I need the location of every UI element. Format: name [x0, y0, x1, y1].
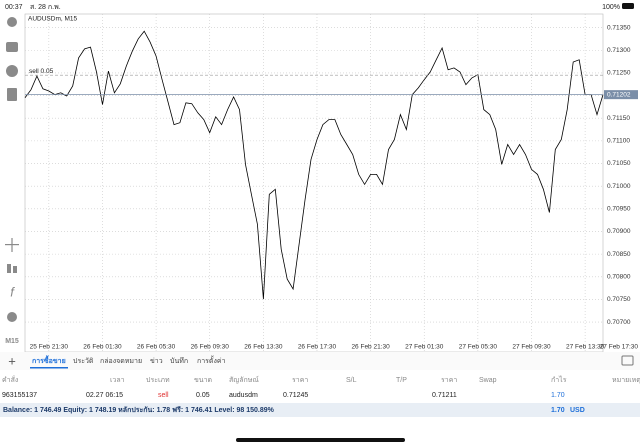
column-header: Swap	[479, 377, 497, 384]
column-header: S/L	[346, 377, 357, 384]
y-tick-label: 0.70850	[607, 251, 631, 258]
tab-underline	[30, 367, 68, 369]
positions-table: คำสั่ง เวลา ประเภท ขนาด สัญลักษณ์ ราคา S/L T/P ร…	[2, 375, 640, 399]
price-line	[24, 30, 604, 300]
tab[interactable]: บันทึก	[170, 356, 188, 365]
account-icon[interactable]	[7, 17, 17, 27]
column-header: T/P	[396, 377, 407, 384]
y-tick-label: 0.71350	[607, 24, 631, 31]
table-cell: 1.70	[551, 392, 565, 399]
column-header: สัญลักษณ์	[229, 376, 259, 384]
tab[interactable]: กล่องจดหมาย	[100, 358, 142, 365]
x-tick-label: 26 Feb 21:30	[351, 344, 390, 351]
x-tick-label: 27 Feb 09:30	[512, 344, 551, 351]
add-button[interactable]: +	[8, 353, 16, 368]
current-price-box	[604, 90, 638, 100]
indicators-icon[interactable]	[7, 264, 11, 273]
status-date: ส. 28 ก.พ.	[30, 4, 61, 11]
column-header: คำสั่ง	[2, 375, 18, 384]
battery-icon	[622, 3, 634, 9]
summary-bar	[0, 403, 640, 417]
y-tick-label: 0.70800	[607, 274, 631, 281]
table-cell: 0.71211	[432, 392, 457, 399]
tab[interactable]: การซื้อขาย	[32, 354, 66, 365]
column-header: กำไร	[551, 375, 567, 384]
y-tick-label: 0.71150	[607, 115, 630, 122]
timeframe-button[interactable]: M15	[5, 338, 19, 345]
y-tick-label: 0.71300	[607, 47, 631, 54]
y-tick-label: 0.71250	[607, 70, 631, 77]
column-header: หมายเหตุ	[612, 377, 640, 384]
x-tick-label: 27 Feb 13:30	[566, 344, 605, 351]
x-tick-label: 27 Feb 01:30	[405, 344, 444, 351]
table-cell: audusdm	[229, 392, 258, 399]
status-time: 00:37	[5, 4, 23, 11]
chat-icon[interactable]	[6, 65, 18, 77]
crosshair-icon-v	[11, 238, 13, 252]
order-label: sell 0.05	[29, 68, 54, 75]
column-header: ขนาด	[194, 377, 212, 384]
y-tick-label: 0.70750	[607, 296, 631, 303]
column-header: ราคา	[292, 377, 308, 384]
current-price-label: 0.71202	[607, 91, 631, 98]
x-tick-label: 26 Feb 09:30	[191, 344, 230, 351]
table-cell: 0.05	[196, 392, 210, 399]
table-cell: 0.71245	[283, 392, 308, 399]
column-header: ราคา	[441, 377, 457, 384]
home-indicator	[236, 438, 405, 442]
summary-text: Balance: 1 746.49 Equity: 1 748.19 หลักป…	[3, 406, 275, 414]
x-tick-label: 27 Feb 17:30	[600, 344, 639, 351]
x-tick-label: 26 Feb 17:30	[298, 344, 337, 351]
objects-icon[interactable]: f	[10, 284, 15, 299]
x-tick-label: 26 Feb 05:30	[137, 344, 176, 351]
chart-frame	[24, 13, 604, 353]
tab[interactable]: ข่าว	[150, 358, 163, 365]
chart-title: AUDUSDm, M15	[28, 16, 78, 23]
y-tick-label: 0.71100	[607, 138, 630, 145]
y-tick-label: 0.70700	[607, 319, 631, 326]
tab[interactable]: การตั้งค่า	[197, 354, 226, 365]
new-order-icon[interactable]	[7, 88, 17, 101]
table-cell: 963155137	[2, 392, 37, 399]
y-tick-label: 0.70900	[607, 228, 631, 235]
trade-icon[interactable]	[6, 42, 18, 52]
table-cell: sell	[158, 392, 169, 399]
summary-profit: 1.70	[551, 407, 565, 414]
shapes-icon[interactable]	[7, 312, 17, 322]
y-tick-label: 0.71050	[607, 160, 631, 167]
x-tick-label: 26 Feb 13:30	[244, 344, 283, 351]
summary-currency: USD	[570, 407, 585, 414]
indicators-icon-2	[13, 266, 17, 273]
status-battery: 100%	[602, 4, 620, 11]
chart: 0.713500.713000.712500.712000.711500.711…	[24, 14, 639, 352]
tabs: การซื้อขาย ประวัติ กล่องจดหมาย ข่าว บันทึก กา…	[30, 354, 226, 369]
layout-icon[interactable]	[621, 355, 634, 366]
x-tick-label: 27 Feb 05:30	[459, 344, 498, 351]
left-toolbar: f	[5, 17, 19, 322]
tab-bar	[0, 352, 640, 370]
column-header: เวลา	[110, 377, 125, 384]
x-tick-label: 26 Feb 01:30	[83, 344, 122, 351]
x-tick-label: 25 Feb 21:30	[30, 344, 69, 351]
y-tick-label: 0.71000	[607, 183, 631, 190]
y-tick-label: 0.70950	[607, 206, 631, 213]
tab[interactable]: ประวัติ	[73, 357, 94, 365]
table-cell: 02.27 06:15	[86, 392, 123, 399]
column-header: ประเภท	[146, 377, 170, 384]
